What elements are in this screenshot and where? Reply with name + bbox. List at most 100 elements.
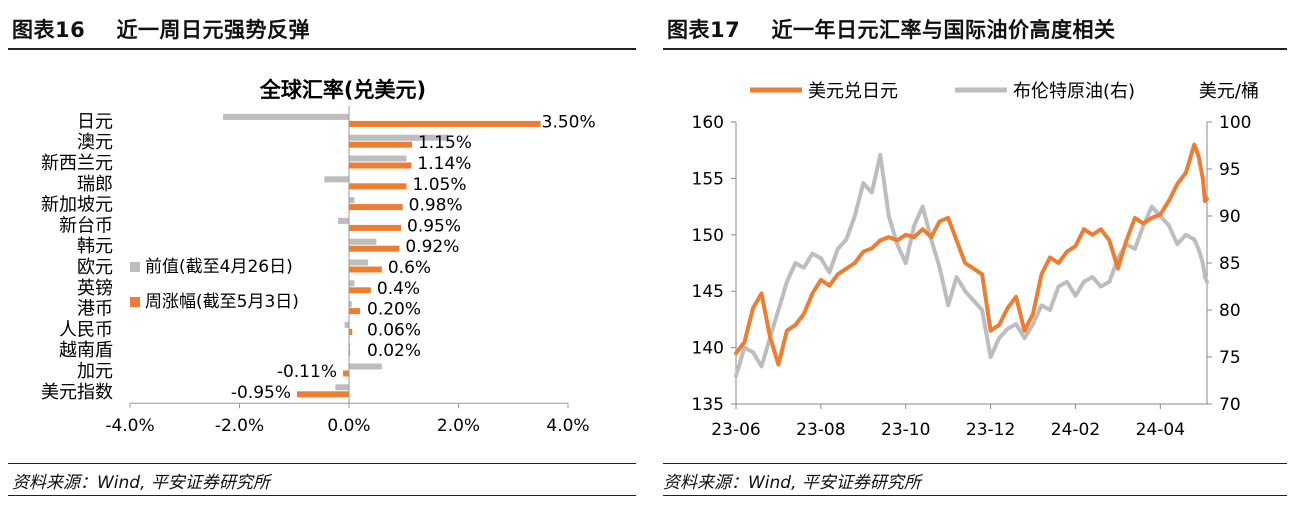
data-label: 1.15% [418,133,472,153]
figure-17-header: 图表17 近一年日元汇率与国际油价高度相关 [663,8,1287,50]
data-label: 0.4% [377,279,420,299]
bar-previous [349,342,351,349]
right-y-tick-label: 75 [1219,348,1241,368]
data-label: 0.95% [407,216,461,236]
left-y-tick-label: 150 [692,226,724,246]
x-tick-label: -2.0% [215,416,264,436]
data-label: 0.06% [367,320,421,340]
line-chart: 135 140 145 150 155 160 70 75 80 85 90 95 100 23-06 23… [692,81,1259,440]
bar-weekly [296,391,349,398]
data-label: 0.92% [405,237,459,257]
category-label: 美元指数 [41,382,113,403]
left-y-tick-label: 160 [692,113,724,133]
footer-top-rule [8,463,636,464]
data-label: 1.05% [412,175,466,195]
data-label: 1.14% [417,154,471,174]
x-tick-label: 4.0% [546,416,589,436]
data-label: 0.02% [367,341,421,361]
left-y-tick-label: 155 [692,169,724,189]
bar-previous [344,321,349,328]
right-axis-unit-label: 美元/桶 [1199,81,1259,102]
right-y-tick-label: 80 [1219,301,1241,321]
figure-16-panel: 图表16 近一周日元强势反弹 全球汇率(兑美元) 日元 3.50% 澳元 1.15% 新西… [0,0,640,510]
bar-previous [223,113,349,120]
legend-label: 美元兑日元 [808,81,898,102]
bar-previous [349,155,407,162]
bar-weekly [349,183,407,190]
bar-previous [324,176,349,183]
data-label: 0.6% [388,258,431,278]
bar-chart: 全球汇率(兑美元) 日元 3.50% 澳元 1.15% 新西兰元 1.14% 瑞郎 1.05% 新… [41,78,596,436]
figure-16-header: 图表16 近一周日元强势反弹 [8,8,636,50]
bar-weekly [349,141,412,148]
bar-weekly [349,224,402,231]
bar-previous [349,363,382,370]
left-y-tick-label: 140 [692,339,724,359]
figure-16-source: 资料来源：Wind, 平安证券研究所 [12,473,270,493]
x-tick-label: 0.0% [327,416,370,436]
data-label: 0.98% [409,196,463,216]
category-label: 港币 [77,299,113,320]
bar-weekly [349,349,351,356]
category-label: 韩元 [77,236,113,257]
footer-top-rule [663,463,1287,464]
category-label: 新加坡元 [41,195,113,216]
data-label: 3.50% [542,112,596,132]
data-label: -0.11% [277,362,337,382]
bar-previous [338,217,349,224]
bar-weekly [349,308,360,315]
category-label: 欧元 [77,257,113,278]
x-tick-label: 23-08 [796,420,845,440]
footer-bottom-rule [663,495,1287,496]
data-label: -0.95% [231,383,291,403]
bar-previous [349,134,448,141]
bar-previous [349,301,352,308]
category-label: 英镑 [77,278,113,299]
legend-label: 布伦特原油(右) [1013,81,1135,102]
x-tick-label: 23-06 [711,420,760,440]
bar-weekly [349,328,353,335]
bar-previous [349,197,355,204]
legend-label: 前值(截至4月26日) [145,257,293,277]
legend-label: 周涨幅(截至5月3日) [145,292,299,312]
bar-weekly [349,266,382,273]
bar-weekly [349,204,403,211]
category-label: 新台币 [59,215,113,236]
bar-previous [349,238,377,245]
bar-previous [349,280,355,287]
x-tick-label: 23-10 [881,420,930,440]
bar-weekly [349,120,541,127]
right-y-tick-label: 100 [1219,113,1251,133]
legend-swatch [130,297,140,307]
left-y-tick-label: 135 [692,395,724,415]
figure-17-title: 图表17 近一年日元汇率与国际油价高度相关 [667,18,1116,42]
category-label: 加元 [77,361,113,382]
right-y-tick-label: 90 [1219,207,1241,227]
figure-16-title: 图表16 近一周日元强势反弹 [12,18,310,42]
series-line-brent [734,152,1209,378]
x-tick-label: 23-12 [966,420,1015,440]
right-y-tick-label: 95 [1219,160,1241,180]
bar-weekly [349,162,412,169]
category-label: 新西兰元 [41,153,113,174]
category-label: 日元 [77,111,113,132]
category-label: 越南盾 [59,340,113,361]
data-label: 0.20% [367,300,421,320]
footer-bottom-rule [8,495,636,496]
bar-previous [349,259,369,266]
x-tick-label: 24-02 [1051,420,1100,440]
category-label: 澳元 [77,132,113,153]
bar-weekly [349,245,400,252]
figure-17-panel: 图表17 近一年日元汇率与国际油价高度相关 135 140 145 150 155 160… [655,0,1291,510]
bar-weekly [349,287,371,294]
x-tick-label: -4.0% [105,416,154,436]
figure-17-source: 资料来源：Wind, 平安证券研究所 [663,473,921,493]
legend-swatch [130,262,140,272]
x-tick-label: 24-04 [1136,420,1185,440]
category-label: 瑞郎 [77,174,113,195]
bar-previous [335,384,349,391]
series-line-usdjpy [734,142,1209,367]
x-tick-label: 2.0% [437,416,480,436]
chart-title: 全球汇率(兑美元) [259,78,426,102]
right-y-tick-label: 85 [1219,254,1241,274]
